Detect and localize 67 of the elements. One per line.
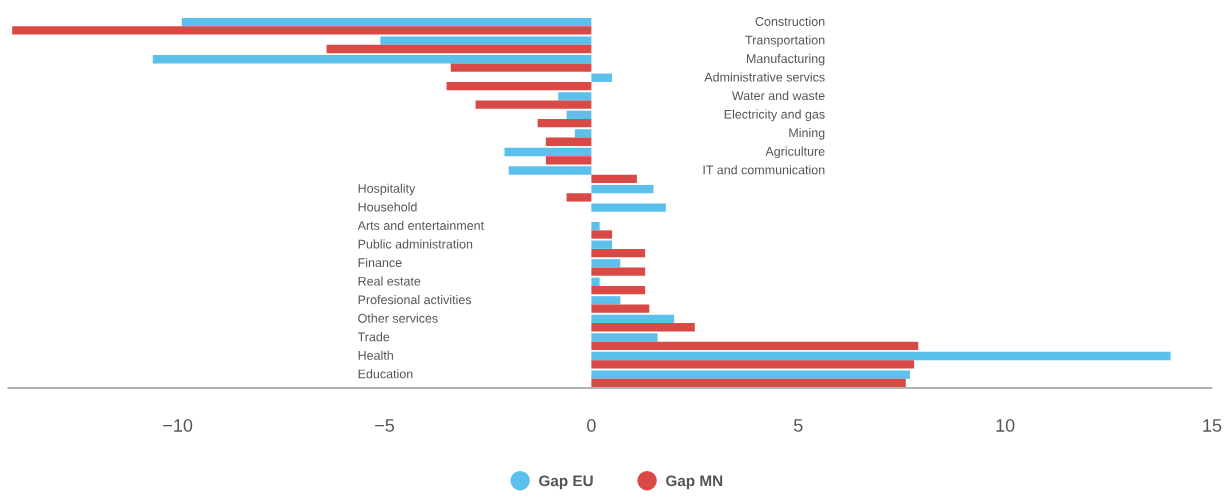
bar: [591, 285, 646, 295]
bar: [566, 110, 592, 120]
legend-label: Gap MN: [666, 475, 723, 490]
bar: [545, 137, 592, 146]
bar: [591, 370, 910, 379]
bar: [591, 259, 621, 268]
bar: [152, 55, 592, 64]
y-tick-label: Public administration: [358, 239, 473, 249]
bar: [380, 36, 592, 45]
bar: [504, 147, 592, 157]
bar: [181, 17, 592, 27]
bar: [558, 92, 592, 101]
bar: [591, 314, 675, 324]
x-tick-label: 10: [996, 419, 1015, 432]
x-tick-label: −10: [163, 419, 193, 432]
y-tick-label: Transportation: [745, 35, 825, 47]
y-tick-label: Electricity and gas: [724, 109, 825, 122]
y-tick-label: Agriculture: [765, 146, 825, 159]
bar: [12, 26, 592, 35]
bar: [591, 333, 658, 342]
bar: [591, 73, 613, 82]
y-tick-label: Other services: [358, 313, 438, 323]
bar: [446, 81, 592, 91]
bar: [591, 277, 600, 286]
x-tick-label: −5: [375, 419, 395, 432]
bar: [591, 203, 666, 212]
x-tick-label: 5: [793, 419, 803, 432]
bar: [591, 360, 915, 369]
bar: [591, 248, 646, 258]
bar: [591, 184, 654, 194]
y-tick-label: Hospitality: [358, 183, 416, 196]
y-tick-label: IT and communication: [703, 165, 825, 175]
y-tick-label: Administrative servics: [704, 72, 825, 82]
x-tick-label: 15: [1203, 419, 1222, 432]
bar: [591, 323, 695, 332]
y-tick-label: Finance: [358, 257, 402, 268]
y-tick-label: Construction: [755, 16, 825, 26]
y-tick-label: Manufacturing: [746, 53, 825, 66]
y-tick-label: Water and waste: [731, 90, 825, 101]
bar: [591, 174, 637, 184]
y-tick-label: Profesional activities: [358, 294, 472, 305]
y-tick-label: Real estate: [358, 276, 421, 286]
bar: [591, 304, 650, 313]
bar: [326, 44, 592, 54]
bar: [566, 193, 592, 202]
bar: [591, 351, 1171, 361]
bar: [450, 63, 592, 72]
bar: [591, 296, 621, 305]
bar: [475, 100, 592, 109]
y-tick-label: Education: [358, 369, 413, 379]
y-tick-label: Household: [358, 202, 417, 212]
bar: [545, 156, 592, 165]
bar: [591, 267, 646, 276]
legend-label: Gap EU: [539, 475, 593, 490]
y-tick-label: Trade: [357, 332, 390, 342]
y-tick-label: Mining: [789, 128, 825, 140]
bar: [591, 240, 613, 249]
x-tick-label: 0: [587, 419, 596, 432]
y-tick-label: Health: [358, 350, 393, 360]
bar: [591, 230, 613, 239]
bar: [591, 378, 906, 388]
y-tick-label: Arts and entertainment: [357, 220, 484, 230]
bar: [574, 129, 592, 138]
bar: [591, 221, 600, 231]
bar: [591, 341, 919, 350]
bar: [508, 166, 592, 175]
bar: [537, 119, 592, 128]
